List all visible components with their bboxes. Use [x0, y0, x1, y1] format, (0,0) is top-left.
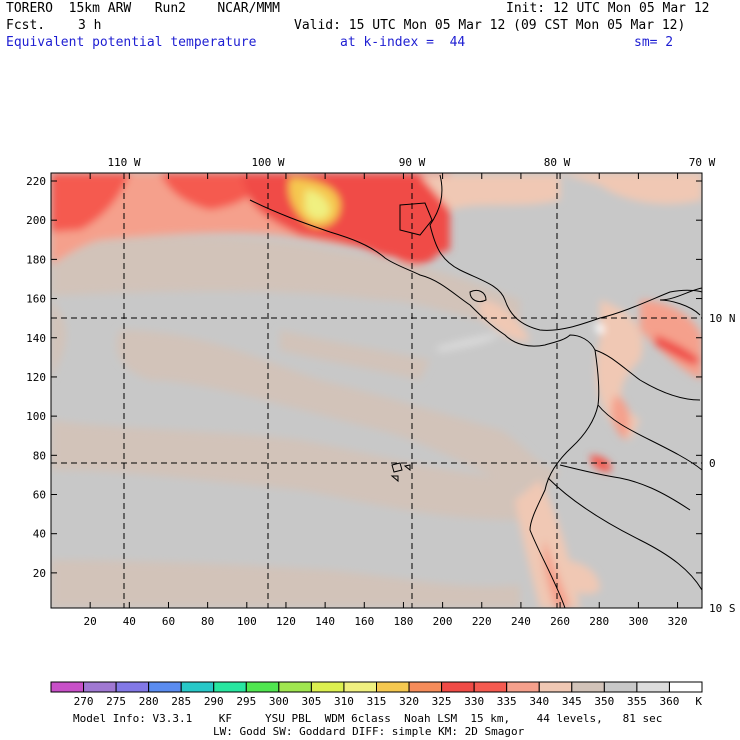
x-tick-label: 80: [201, 615, 214, 628]
theta-e-shading: [51, 173, 702, 608]
colorbar-swatch: [376, 681, 410, 693]
colorbar-swatch: [506, 681, 540, 693]
colorbar-swatch: [571, 681, 605, 693]
x-tick-label: 320: [668, 615, 688, 628]
colorbar-value: 285: [171, 695, 191, 708]
plot-frame: [50, 172, 703, 609]
y-tick-label: 200: [26, 214, 46, 227]
coastlines: [249, 174, 702, 608]
x-tick-label: 60: [162, 615, 175, 628]
lon-label: 80 W: [544, 156, 571, 169]
y-tick-label: 220: [26, 175, 46, 188]
colorbar-value: 315: [367, 695, 387, 708]
colorbar-swatch: [245, 681, 280, 693]
y-tick-label: 180: [26, 253, 46, 266]
forecast-label: Fcst.: [6, 18, 46, 33]
colorbar-value: 280: [139, 695, 159, 708]
x-tick-label: 40: [123, 615, 136, 628]
colorbar-value: 335: [497, 695, 517, 708]
colorbar-labels: 270 275 280 285 290 295 300 305 310 315 320 325 330 3…: [74, 695, 703, 708]
lon-label: 110 W: [107, 156, 140, 169]
colorbar-swatch: [408, 681, 443, 693]
colorbar-swatch: [636, 681, 670, 693]
colorbar-value: 295: [236, 695, 256, 708]
lon-label: 100 W: [251, 156, 284, 169]
colorbar-value: 325: [432, 695, 452, 708]
colorbar-value: 270: [74, 695, 94, 708]
physics-info: LW: Godd SW: Goddard DIFF: simple KM: 2D…: [213, 725, 525, 738]
colorbar-swatch: [278, 681, 312, 693]
x-tick-label: 100: [237, 615, 257, 628]
colorbar-value: 330: [464, 695, 484, 708]
colorbar-swatch: [213, 681, 247, 693]
x-tick-label: 300: [628, 615, 648, 628]
x-tick-label: 220: [472, 615, 492, 628]
colorbar-swatch: [180, 681, 215, 693]
colorbar-unit: K: [695, 695, 702, 708]
colorbar-swatch: [538, 681, 573, 693]
lon-label: 90 W: [399, 156, 426, 169]
colorbar-value: 360: [660, 695, 680, 708]
colorbar-swatch: [441, 681, 475, 693]
plot-area: [51, 173, 702, 608]
forecast-hour: 3 h: [78, 18, 102, 33]
colorbar-value: 345: [562, 695, 582, 708]
x-tick-label: 260: [550, 615, 570, 628]
x-tick-label: 200: [433, 615, 453, 628]
colorbar-swatch: [115, 681, 150, 693]
colorbar-value: 275: [106, 695, 126, 708]
y-tick-label: 140: [26, 332, 46, 345]
field-name: Equivalent potential temperature: [6, 35, 257, 50]
colorbar-value: 310: [334, 695, 354, 708]
colorbar-value: 305: [301, 695, 321, 708]
colorbar-value: 290: [204, 695, 224, 708]
x-tick-label: 240: [511, 615, 531, 628]
x-tick-label: 120: [276, 615, 296, 628]
tick-labels: 110 W 100 W 90 W 80 W 70 W 10 N 0 10 S 220 200 180…: [26, 156, 735, 628]
y-tick-label: 40: [33, 528, 46, 541]
init-time: Init: 12 UTC Mon 05 Mar 12: [506, 1, 710, 16]
level-index: at k-index = 44: [340, 35, 466, 50]
colorbar-value: 355: [627, 695, 647, 708]
axis-ticks: [51, 173, 702, 608]
x-tick-label: 180: [394, 615, 414, 628]
lat-label: 0: [709, 457, 716, 470]
colorbar: [50, 681, 703, 693]
colorbar-value: 340: [529, 695, 549, 708]
y-tick-label: 60: [33, 489, 46, 502]
x-tick-label: 160: [354, 615, 374, 628]
colorbar-swatch: [50, 681, 85, 693]
colorbar-swatch: [148, 681, 182, 693]
colorbar-value: 320: [399, 695, 419, 708]
y-tick-label: 120: [26, 371, 46, 384]
y-tick-label: 20: [33, 567, 46, 580]
model-title: TORERO 15km ARW Run2 NCAR/MMM: [6, 1, 280, 16]
y-tick-label: 80: [33, 449, 46, 462]
colorbar-swatch: [603, 681, 638, 693]
y-tick-label: 100: [26, 410, 46, 423]
lat-label: 10 S: [709, 602, 736, 615]
colorbar-swatch: [83, 681, 117, 693]
smoothing: sm= 2: [634, 35, 674, 50]
y-tick-label: 160: [26, 293, 46, 306]
colorbar-swatch: [343, 681, 378, 693]
model-info: Model Info: V3.3.1 KF YSU PBL WDM 6class…: [73, 712, 663, 725]
colorbar-swatch: [310, 681, 345, 693]
colorbar-value: 350: [594, 695, 614, 708]
lat-label: 10 N: [709, 312, 736, 325]
colorbar-swatch: [473, 681, 508, 693]
lon-label: 70 W: [689, 156, 716, 169]
colorbar-swatch: [668, 681, 703, 693]
x-tick-label: 280: [589, 615, 609, 628]
colorbar-value: 300: [269, 695, 289, 708]
x-tick-label: 20: [84, 615, 97, 628]
x-tick-label: 140: [315, 615, 335, 628]
valid-time: Valid: 15 UTC Mon 05 Mar 12 (09 CST Mon …: [294, 18, 686, 33]
latlon-grid: [51, 173, 702, 608]
